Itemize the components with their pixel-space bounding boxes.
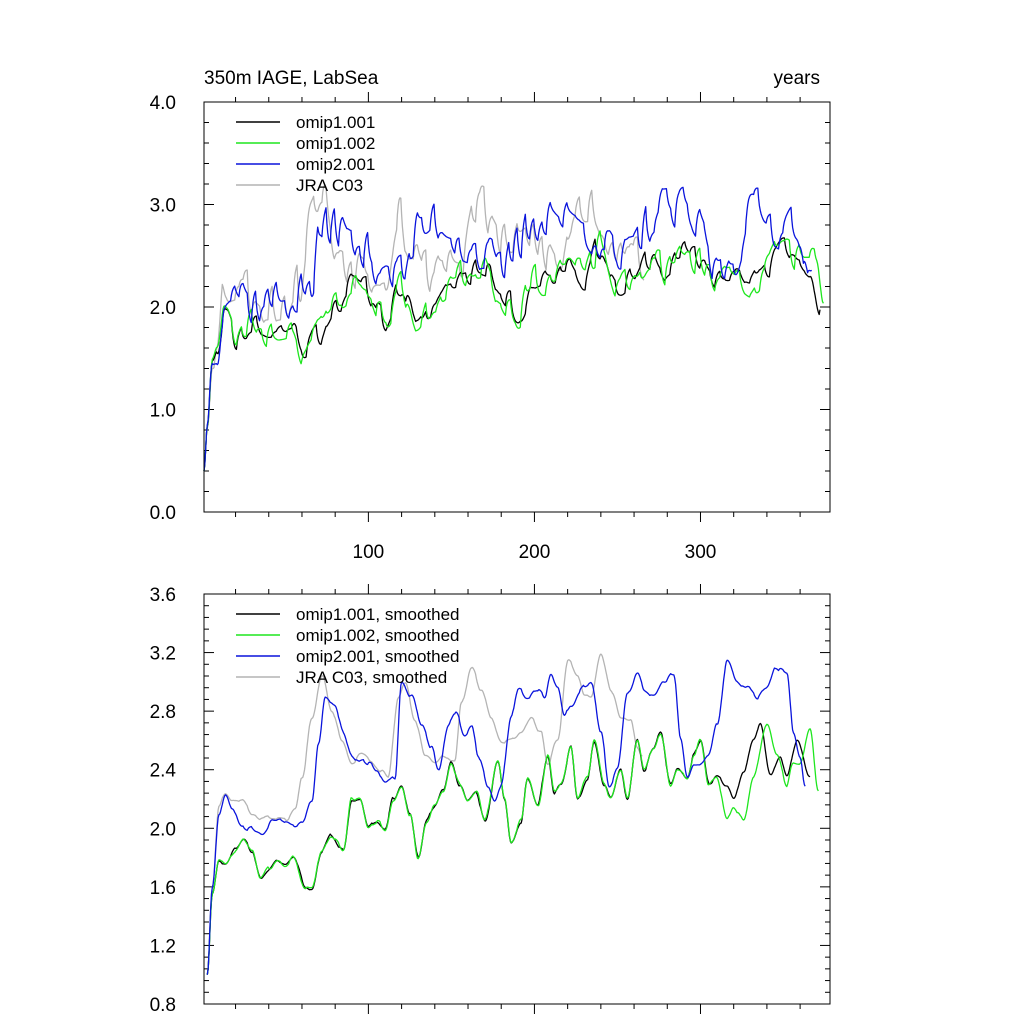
legend-label: omip2.001 [296, 155, 375, 174]
series-lines [206, 653, 819, 975]
legend-label: omip1.002 [296, 134, 375, 153]
units-label: years [774, 68, 820, 89]
y-tick-label: 2.8 [150, 702, 176, 723]
series-line-omip1-002-smoothed [206, 723, 819, 975]
y-tick-label: 2.4 [150, 761, 177, 782]
legend-label: JRA C03, smoothed [296, 668, 447, 687]
series-lines [203, 184, 824, 472]
series-line-omip1-002 [203, 230, 824, 472]
legend: omip1.001 omip1.002 omip2.001 JRA C03 [236, 113, 375, 195]
axis-ticks [204, 92, 830, 522]
y-tick-labels: 0.8 1.2 1.6 2.0 2.4 2.8 3.2 3.6 [150, 585, 177, 1016]
series-line-omip2-001-smoothed [206, 659, 806, 975]
y-tick-label: 3.6 [150, 585, 176, 606]
plot-frame [203, 593, 831, 1005]
y-tick-label: 3.2 [150, 644, 176, 665]
legend: omip1.001, smoothed omip1.002, smoothed om… [236, 605, 460, 687]
series-line-omip2-001 [203, 186, 813, 472]
x-tick-label: 100 [353, 542, 385, 563]
chart-panel-bottom: 0.8 1.2 1.6 2.0 2.4 2.8 3.2 3.6 omip1.001, smoo… [150, 584, 831, 1016]
y-tick-labels: 0.0 1.0 2.0 3.0 4.0 [150, 93, 176, 524]
y-tick-label: 2.0 [150, 298, 176, 319]
x-tick-label: 200 [519, 542, 551, 563]
x-tick-label: 300 [685, 542, 717, 563]
y-tick-label: 4.0 [150, 93, 176, 114]
x-tick-labels: 100 200 300 [353, 542, 717, 563]
y-tick-label: 2.0 [150, 819, 176, 840]
y-tick-label: 1.6 [150, 878, 176, 899]
y-tick-label: 3.0 [150, 196, 176, 217]
legend-label: omip1.002, smoothed [296, 626, 460, 645]
legend-label: omip1.001, smoothed [296, 605, 460, 624]
series-line-omip1-001-smoothed [206, 722, 811, 975]
chart-panel-top: 350m IAGE, LabSea years 0.01.02.03.04.0 … [150, 68, 831, 563]
y-tick-label: 1.0 [150, 401, 176, 422]
plot-frame [203, 101, 831, 513]
series-line-jra-c03 [203, 184, 645, 472]
chart-title: 350m IAGE, LabSea [204, 68, 379, 89]
y-tick-label: 0.0 [150, 503, 176, 524]
legend-label: JRA C03 [296, 176, 363, 195]
legend-label: omip1.001 [296, 113, 375, 132]
series-line-jra-c03-smoothed [206, 653, 643, 975]
y-tick-label: 1.2 [150, 936, 176, 957]
y-tick-label: 0.8 [150, 995, 176, 1016]
series-line-omip1-001 [203, 237, 821, 472]
legend-label: omip2.001, smoothed [296, 647, 460, 666]
